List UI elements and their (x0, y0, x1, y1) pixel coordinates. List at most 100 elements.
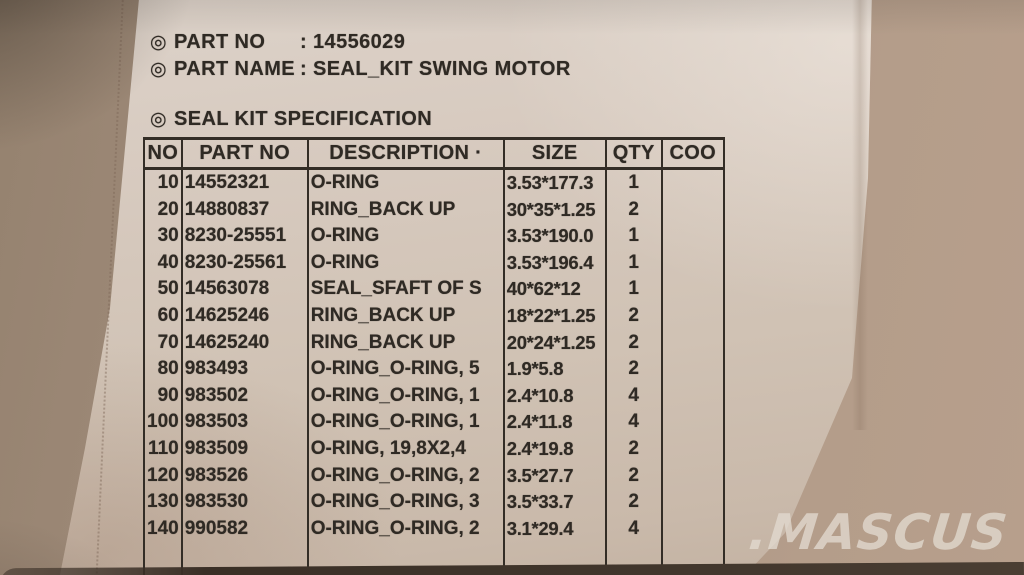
cell-no: 40 (143, 249, 183, 277)
table-row: 70 14625240 RING_BACK UP 20*24*1.25 2 (143, 329, 725, 357)
part-no-line: ◎ PART NO: 14556029 (150, 31, 405, 54)
table-row: 40 8230-25561 O-RING 3.53*196.4 1 (143, 249, 725, 277)
cell-description: RING_BACK UP (307, 329, 505, 357)
col-header-part-no: PART NO (180, 137, 309, 170)
cell-no: 140 (143, 515, 183, 543)
cell-qty: 4 (605, 515, 663, 543)
cell-size: 3.5*33.7 (503, 489, 607, 516)
cell-description: O-RING_O-RING, 3 (307, 489, 505, 516)
colon: : (300, 58, 308, 80)
cell-part-no: 14880837 (181, 196, 309, 224)
cell-part-no: 983502 (181, 382, 309, 410)
cell-part-no: 983493 (181, 356, 309, 383)
cell-size: 3.53*196.4 (503, 249, 607, 277)
section-title-line: ◎ SEAL KIT SPECIFICATION (150, 108, 432, 131)
cell-part-no: 8230-25561 (181, 249, 309, 277)
part-name-label: PART NAME (174, 58, 296, 80)
part-no-value: 14556029 (313, 31, 406, 53)
part-name-value: SEAL_KIT SWING MOTOR (313, 58, 571, 80)
cell-part-no: 983530 (181, 489, 309, 516)
cell-part-no: 14552321 (181, 168, 309, 197)
cell-size: 40*62*12 (503, 276, 607, 303)
cell-size: 3.53*190.0 (503, 223, 607, 250)
cell-qty: 2 (605, 462, 663, 490)
cell-qty: 1 (605, 168, 663, 197)
cell-size: 30*35*1.25 (503, 196, 607, 224)
cell-description: RING_BACK UP (307, 302, 505, 330)
cell-part-no: 990582 (181, 515, 309, 543)
cell-no: 10 (143, 168, 183, 197)
bag-crease (852, 0, 868, 430)
cell-size: 3.1*29.4 (503, 515, 607, 543)
cell-size: 2.4*10.8 (503, 382, 607, 410)
cell-coo (661, 356, 725, 383)
cell-size: 3.5*27.7 (503, 462, 607, 490)
cell-qty: 1 (605, 276, 663, 303)
cell-part-no: 983509 (181, 435, 309, 463)
section-title: SEAL KIT SPECIFICATION (174, 108, 433, 130)
cell-no: 100 (143, 409, 183, 436)
cell-description: O-RING (307, 249, 505, 277)
cell-qty: 1 (605, 249, 663, 277)
col-header-coo: COO (660, 137, 725, 170)
cell-no: 60 (143, 302, 183, 330)
cell-qty: 2 (605, 302, 663, 330)
cell-coo (661, 223, 725, 250)
col-header-qty: QTY (604, 137, 663, 170)
cell-coo (661, 168, 725, 197)
cell-no: 130 (143, 489, 183, 516)
table-row: 30 8230-25551 O-RING 3.53*190.0 1 (143, 223, 725, 250)
cell-coo (661, 489, 725, 516)
cell-coo (661, 329, 725, 357)
col-header-no: NO (143, 137, 183, 170)
col-header-description: DESCRIPTION · (306, 137, 505, 170)
cell-qty: 4 (605, 409, 663, 436)
cell-no: 70 (143, 329, 183, 357)
cell-description: O-RING_O-RING, 1 (307, 409, 505, 436)
cell-qty: 1 (605, 223, 663, 250)
table-row: 120 983526 O-RING_O-RING, 2 3.5*27.7 2 (143, 462, 725, 490)
cell-coo (661, 302, 725, 330)
table-row: 60 14625246 RING_BACK UP 18*22*1.25 2 (143, 302, 725, 330)
double-circle-bullet-icon: ◎ (150, 109, 167, 130)
cell-size: 2.4*19.8 (503, 435, 607, 463)
cell-description: SEAL_SFAFT OF S (307, 276, 505, 303)
cell-coo (661, 249, 725, 277)
cell-no: 80 (143, 356, 183, 383)
cell-no: 90 (143, 382, 183, 410)
cell-part-no: 8230-25551 (181, 223, 309, 250)
cell-no: 110 (143, 435, 183, 463)
cell-qty: 2 (605, 329, 663, 357)
table-row: 20 14880837 RING_BACK UP 30*35*1.25 2 (143, 196, 725, 224)
cell-description: O-RING (307, 223, 505, 250)
cell-description: O-RING_O-RING, 5 (307, 356, 505, 383)
cell-qty: 2 (605, 356, 663, 383)
cell-size: 18*22*1.25 (503, 302, 607, 330)
cell-coo (661, 196, 725, 224)
colon: : (300, 31, 308, 53)
cell-qty: 2 (605, 435, 663, 463)
table-row: 90 983502 O-RING_O-RING, 1 2.4*10.8 4 (143, 382, 725, 410)
table-row: 110 983509 O-RING, 19,8X2,4 2.4*19.8 2 (143, 435, 725, 463)
table-row: 50 14563078 SEAL_SFAFT OF S 40*62*12 1 (143, 276, 725, 303)
cell-coo (661, 382, 725, 410)
double-circle-bullet-icon: ◎ (150, 32, 167, 53)
cell-description: O-RING (307, 168, 505, 197)
cell-description: O-RING, 19,8X2,4 (307, 435, 505, 463)
mascus-watermark: .MASCUS (746, 504, 1011, 561)
table-row: 100 983503 O-RING_O-RING, 1 2.4*11.8 4 (143, 409, 725, 436)
seal-kit-spec-table: NO PART NO DESCRIPTION · SIZE QTY COO 10… (143, 137, 725, 575)
cell-size: 2.4*11.8 (503, 409, 607, 436)
cell-description: O-RING_O-RING, 1 (307, 382, 505, 410)
cell-size: 3.53*177.3 (503, 168, 607, 197)
cell-coo (661, 515, 725, 543)
cell-size: 20*24*1.25 (503, 329, 607, 357)
cell-qty: 2 (605, 489, 663, 516)
cell-coo (661, 435, 725, 463)
cell-part-no: 14563078 (181, 276, 309, 303)
cell-no: 20 (143, 196, 183, 224)
table-row: 10 14552321 O-RING 3.53*177.3 1 (143, 168, 725, 197)
cell-description: O-RING_O-RING, 2 (307, 462, 505, 490)
